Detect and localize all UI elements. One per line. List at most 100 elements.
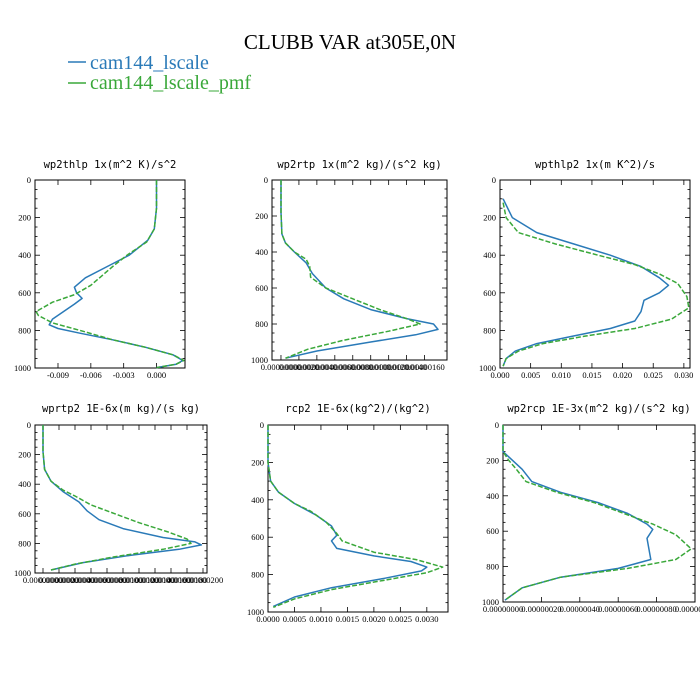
- x-tick-label: 0.00000080: [87, 575, 127, 585]
- x-tick-label: -0.003: [113, 370, 135, 380]
- x-tick-label: 0.00000160: [151, 575, 191, 585]
- y-tick-label: 200: [486, 455, 499, 465]
- x-tick-label: 0.00000140: [135, 575, 175, 585]
- series-line-lscale-pmf: [502, 425, 692, 601]
- x-tick-label: 0.00000060: [598, 604, 638, 614]
- y-tick-label: 200: [18, 450, 31, 460]
- series-line-lscale-pmf: [35, 180, 185, 369]
- chart-panel-2: wp2rtp 1x(m^2 kg)/(s^2 kg) 0 200 400 600 800 1…: [251, 159, 448, 372]
- y-tick-label: 800: [18, 325, 31, 335]
- x-tick-label: 0.00000000: [261, 362, 301, 372]
- y-tick-label: 0: [264, 175, 268, 185]
- chart-panel-5: rcp2 1E-6x(kg^2)/(kg^2) 0 200 400 600 800 1000…: [247, 403, 449, 624]
- y-tick-label: 0: [27, 175, 31, 185]
- y-tick-label: 0: [492, 175, 496, 185]
- x-tick-label: 0.0030: [415, 614, 438, 624]
- plot-frame: [499, 179, 691, 369]
- x-tick-label: 0.000: [147, 370, 166, 380]
- panel-title: wp2thlp 1x(m^2 K)/s^2: [44, 159, 177, 171]
- y-tick-label: 200: [483, 213, 496, 223]
- y-tick-label: 1000: [251, 355, 268, 365]
- y-tick-label: 1000: [482, 597, 499, 607]
- chart-panel-1: wp2thlp 1x(m^2 K)/s^2 0 200 400 600 800 1000 -0…: [14, 159, 186, 380]
- x-tick-label: 0.00000100: [103, 575, 143, 585]
- x-tick-label: 0.00000040: [297, 362, 337, 372]
- y-tick-label: 400: [486, 491, 499, 501]
- series-line-lscale: [280, 180, 439, 359]
- chart-panel-4: wprtp2 1E-6x(m kg)/(s kg) 0 200 400 600 800 10…: [14, 403, 223, 585]
- y-tick-label: 0: [260, 420, 264, 430]
- x-tick-label: 0.00000100: [351, 362, 391, 372]
- x-tick-label: 0.025: [644, 370, 663, 380]
- x-tick-label: 0.00000160: [404, 362, 444, 372]
- y-tick-label: 600: [483, 288, 496, 298]
- panel-title: wpthlp2 1x(m K^2)/s: [535, 159, 655, 171]
- series-line-lscale: [502, 198, 670, 367]
- series-line-lscale: [502, 425, 654, 601]
- y-tick-label: 800: [251, 570, 264, 580]
- y-tick-label: 200: [18, 213, 31, 223]
- y-tick-label: 1000: [247, 607, 264, 617]
- x-tick-label: 0.015: [582, 370, 601, 380]
- y-tick-label: 400: [251, 495, 264, 505]
- x-tick-label: 0.00000120: [368, 362, 408, 372]
- y-tick-label: 600: [486, 526, 499, 536]
- x-tick-label: 0.000: [490, 370, 509, 380]
- y-tick-label: 400: [18, 479, 31, 489]
- y-tick-label: 200: [251, 457, 264, 467]
- x-tick-label: 0.005: [521, 370, 540, 380]
- y-tick-label: 1000: [479, 363, 496, 373]
- x-tick-label: 0.0020: [362, 614, 385, 624]
- legend-label-1: cam144_lscale: [90, 52, 209, 74]
- x-tick-label: 0.00000180: [167, 575, 207, 585]
- x-tick-label: 0.00000099: [675, 604, 700, 614]
- plot-frame: [502, 424, 696, 603]
- x-tick-label: 0.0005: [283, 614, 306, 624]
- x-tick-label: 0.00000200: [183, 575, 223, 585]
- x-tick-label: 0.00000080: [333, 362, 373, 372]
- y-tick-label: 1000: [14, 363, 31, 373]
- y-tick-label: 1000: [14, 568, 31, 578]
- x-tick-label: 0.00000020: [521, 604, 561, 614]
- plot-frame: [267, 424, 449, 613]
- x-tick-label: 0.0000: [256, 614, 279, 624]
- y-tick-label: 200: [255, 211, 268, 221]
- series-line-lscale-pmf: [42, 425, 192, 571]
- x-tick-label: 0.00000080: [636, 604, 676, 614]
- series-line-lscale-pmf: [502, 202, 690, 367]
- chart-panel-6: wp2rcp 1E-3x(m^2 kg)/(s^2 kg) 0 200 400 600 8…: [482, 403, 700, 614]
- x-tick-label: 0.00000140: [386, 362, 426, 372]
- chart-panels: wp2thlp 1x(m^2 K)/s^2 0 200 400 600 800 1000 -0…: [14, 159, 700, 624]
- panel-title: wprtp2 1E-6x(m kg)/(s kg): [42, 403, 200, 415]
- y-tick-label: 600: [251, 532, 264, 542]
- series-line-lscale-pmf: [280, 180, 421, 359]
- y-tick-label: 400: [483, 250, 496, 260]
- x-tick-label: -0.009: [47, 370, 69, 380]
- y-tick-label: 600: [255, 283, 268, 293]
- y-tick-label: 400: [255, 247, 268, 257]
- y-tick-label: 800: [483, 325, 496, 335]
- y-tick-label: 800: [486, 562, 499, 572]
- x-tick-label: 0.00000120: [119, 575, 159, 585]
- x-tick-label: 0.00000000: [23, 575, 63, 585]
- x-tick-label: 0.020: [613, 370, 632, 380]
- panel-title: wp2rcp 1E-3x(m^2 kg)/(s^2 kg): [507, 403, 690, 415]
- legend: cam144_lscale cam144_lscale_pmf: [68, 52, 251, 94]
- y-tick-label: 600: [18, 509, 31, 519]
- y-tick-label: 0: [27, 420, 31, 430]
- y-tick-label: 400: [18, 250, 31, 260]
- x-tick-label: 0.0010: [309, 614, 332, 624]
- legend-label-2: cam144_lscale_pmf: [90, 72, 251, 94]
- y-tick-label: 0: [495, 420, 499, 430]
- x-tick-label: 0.00000000: [483, 604, 523, 614]
- x-tick-label: 0.030: [674, 370, 693, 380]
- x-tick-label: 0.00000060: [71, 575, 111, 585]
- series-line-lscale-pmf: [267, 425, 444, 608]
- x-tick-label: 0.00000020: [279, 362, 319, 372]
- series-line-lscale: [267, 425, 428, 608]
- x-tick-label: -0.006: [80, 370, 102, 380]
- y-tick-label: 800: [18, 538, 31, 548]
- y-tick-label: 600: [18, 288, 31, 298]
- panel-title: wp2rtp 1x(m^2 kg)/(s^2 kg): [277, 159, 441, 171]
